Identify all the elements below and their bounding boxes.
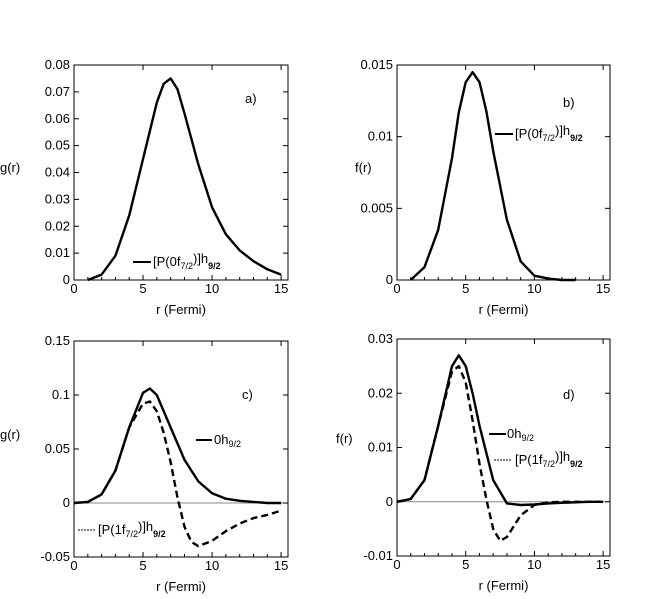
legend-part-mid: )]h	[193, 251, 208, 266]
y-tick-label: 0.02	[368, 385, 393, 400]
legend-part-main: 0h	[214, 432, 228, 447]
y-tick-label: 0.005	[360, 200, 393, 215]
y-tick-label: 0.05	[45, 138, 70, 153]
y-tick-label: 0.04	[45, 165, 70, 180]
legend-label: 0h9/2	[507, 426, 534, 443]
legend-part-sub: 7/2	[542, 459, 555, 469]
panel-label: c)	[242, 387, 253, 402]
chart-panel-2: 0 0.005 0.01 0.015 0 5 10 15 r (Fermi) f(r) b) [P(0…	[355, 57, 611, 317]
legend-part-main: [P(1f	[515, 452, 543, 467]
series-line-1	[87, 77, 282, 282]
series-line-1	[73, 387, 282, 505]
x-axis-label: r (Fermi)	[156, 579, 206, 594]
x-tick-label: 5	[462, 281, 469, 296]
y-axis-label: f(r)	[336, 431, 353, 446]
x-tick-label: 15	[596, 281, 610, 296]
x-tick-label: 5	[139, 281, 146, 296]
panel-label: d)	[563, 387, 575, 402]
y-tick-label: 0.06	[45, 111, 70, 126]
y-tick-label: -0.05	[40, 549, 70, 564]
y-tick-label: 0.15	[45, 333, 70, 348]
x-axis-label: r (Fermi)	[479, 578, 529, 593]
x-tick-label: 15	[596, 557, 610, 572]
y-tick-label: 0	[63, 495, 70, 510]
x-tick-label: 10	[205, 558, 219, 573]
y-tick-label: 0.02	[45, 218, 70, 233]
legend-part-mid: )]h	[555, 123, 570, 138]
y-tick-label: 0.01	[368, 440, 393, 455]
y-tick-label: 0	[386, 494, 393, 509]
plot-frame	[396, 338, 611, 557]
y-tick-label: 0.07	[45, 84, 70, 99]
legend-entry-2: [P(1f7/2)]h9/2	[494, 449, 583, 469]
y-tick-label: 0.1	[52, 387, 70, 402]
x-tick-label: 5	[139, 558, 146, 573]
series-line-2	[396, 364, 604, 542]
panel-label: a)	[245, 91, 257, 106]
legend-entry-2: [P(1f7/2)]h9/2	[78, 519, 166, 539]
y-tick-label: 0.05	[45, 441, 70, 456]
x-tick-label: 0	[393, 281, 400, 296]
legend-part-sub2: 9/2	[208, 261, 221, 271]
legend-part-sub2: 9/2	[153, 529, 166, 539]
legend-entry-1: 0h9/2	[196, 432, 241, 449]
legend-entry-1: 0h9/2	[489, 426, 534, 443]
y-tick-label: 0	[386, 272, 393, 287]
x-tick-label: 5	[462, 557, 469, 572]
legend-part-sub: 7/2	[542, 133, 555, 143]
x-tick-label: 15	[274, 281, 288, 296]
x-tick-label: 15	[274, 558, 288, 573]
y-tick-label: 0	[63, 272, 70, 287]
x-tick-label: 10	[205, 281, 219, 296]
legend-label: [P(0f7/2)]h9/2	[515, 123, 583, 143]
x-tick-label: 10	[527, 557, 541, 572]
series-line-1	[396, 354, 604, 507]
legend-part-sub: 9/2	[228, 439, 241, 449]
y-tick-label: 0.03	[368, 331, 393, 346]
y-tick-label: 0.01	[368, 129, 393, 144]
y-tick-label: -0.01	[363, 548, 393, 563]
x-tick-label: 10	[527, 281, 541, 296]
y-tick-label: 0.03	[45, 191, 70, 206]
legend-label: [P(1f7/2)]h9/2	[515, 449, 583, 469]
series-line-1	[409, 71, 576, 282]
y-tick-label: 0.01	[45, 245, 70, 260]
legend-part-main: 0h	[507, 426, 521, 441]
legend-part-sub: 7/2	[180, 261, 193, 271]
y-tick-label: 0.08	[45, 57, 70, 72]
legend-part-mid: )]h	[555, 449, 570, 464]
legend-part-sub2: 9/2	[570, 459, 583, 469]
legend-label: [P(0f7/2)]h9/2	[153, 251, 221, 271]
legend-part-main: [P(0f	[153, 254, 181, 269]
legend-part-main: [P(0f	[515, 126, 543, 141]
y-axis-label: g(r)	[0, 160, 20, 175]
legend-entry-1: [P(0f7/2)]h9/2	[495, 123, 583, 143]
panel-label: b)	[563, 95, 575, 110]
legend-label: 0h9/2	[214, 432, 241, 449]
legend-part-main: [P(1f	[98, 522, 126, 537]
y-axis-label: g(r)	[0, 427, 20, 442]
legend-part-sub: 7/2	[125, 529, 138, 539]
legend-part-sub2: 9/2	[570, 133, 583, 143]
legend-part-sub: 9/2	[521, 433, 534, 443]
legend-part-mid: )]h	[138, 519, 153, 534]
x-tick-label: 0	[70, 558, 77, 573]
legend-entry-1: [P(0f7/2)]h9/2	[133, 251, 221, 271]
chart-panel-1: 0 0.01 0.02 0.03 0.04 0.05 0.06 0.07 0.08 0 5 10 15 r…	[0, 57, 289, 317]
plot-frame	[396, 64, 611, 281]
legend-label: [P(1f7/2)]h9/2	[98, 519, 166, 539]
x-axis-label: r (Fermi)	[479, 302, 529, 317]
x-axis-label: r (Fermi)	[156, 302, 206, 317]
y-tick-label: 0.015	[360, 57, 393, 72]
x-tick-label: 0	[70, 281, 77, 296]
y-axis-label: f(r)	[355, 160, 372, 175]
x-tick-label: 0	[393, 557, 400, 572]
